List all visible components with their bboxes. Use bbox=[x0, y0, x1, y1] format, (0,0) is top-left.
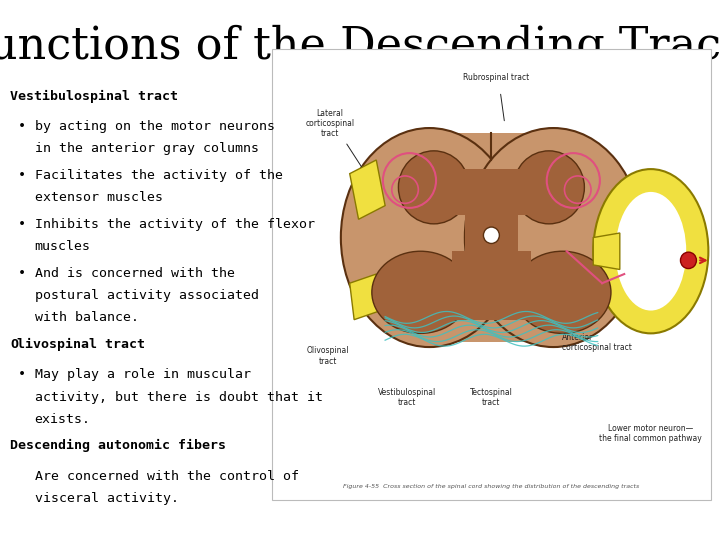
Text: Tectospinal
tract: Tectospinal tract bbox=[470, 388, 513, 407]
Text: with balance.: with balance. bbox=[35, 311, 138, 324]
Polygon shape bbox=[350, 274, 381, 320]
Ellipse shape bbox=[513, 251, 611, 333]
Circle shape bbox=[483, 227, 500, 244]
Text: livospinal tract: livospinal tract bbox=[17, 338, 145, 351]
Ellipse shape bbox=[341, 128, 518, 347]
Text: Functions of the Descending Tracts: Functions of the Descending Tracts bbox=[0, 24, 720, 68]
Ellipse shape bbox=[616, 192, 686, 310]
Ellipse shape bbox=[372, 251, 469, 333]
Ellipse shape bbox=[593, 169, 708, 333]
Bar bbox=[451, 251, 531, 320]
Text: •: • bbox=[18, 169, 26, 182]
Bar bbox=[456, 169, 527, 215]
Text: exists.: exists. bbox=[35, 413, 91, 426]
Text: activity, but there is doubt that it: activity, but there is doubt that it bbox=[35, 390, 323, 403]
Text: Olivospinal
tract: Olivospinal tract bbox=[306, 347, 348, 366]
Text: Vestibulospinal tract: Vestibulospinal tract bbox=[10, 90, 178, 103]
Ellipse shape bbox=[513, 151, 585, 224]
Text: Rubrospinal tract: Rubrospinal tract bbox=[463, 73, 529, 82]
Text: Figure 4-55  Cross section of the spinal cord showing the distribution of the de: Figure 4-55 Cross section of the spinal … bbox=[343, 484, 639, 489]
Text: •: • bbox=[18, 267, 26, 280]
Text: May play a role in muscular: May play a role in muscular bbox=[35, 368, 251, 381]
Ellipse shape bbox=[465, 128, 642, 347]
Text: Inhibits the activity of the flexor: Inhibits the activity of the flexor bbox=[35, 218, 315, 231]
Text: Lower motor neuron—
the final common pathway: Lower motor neuron— the final common pat… bbox=[600, 424, 702, 443]
Text: by acting on the motor neurons: by acting on the motor neurons bbox=[35, 120, 274, 133]
Text: in the anterior gray columns: in the anterior gray columns bbox=[35, 143, 258, 156]
Text: Vestibulospinal
tract: Vestibulospinal tract bbox=[378, 388, 436, 407]
Text: •: • bbox=[18, 120, 26, 133]
Text: •: • bbox=[18, 218, 26, 231]
Text: visceral activity.: visceral activity. bbox=[35, 492, 179, 505]
Text: O: O bbox=[10, 338, 18, 350]
Ellipse shape bbox=[398, 151, 469, 224]
Text: Are concerned with the control of: Are concerned with the control of bbox=[35, 470, 299, 483]
Text: Anterior
corticospinal tract: Anterior corticospinal tract bbox=[562, 333, 632, 352]
Bar bbox=[425, 133, 558, 342]
Text: Lateral
corticospinal
tract: Lateral corticospinal tract bbox=[305, 109, 354, 138]
Text: extensor muscles: extensor muscles bbox=[35, 191, 163, 204]
Text: postural activity associated: postural activity associated bbox=[35, 289, 258, 302]
Text: Descending autonomic fibers: Descending autonomic fibers bbox=[10, 440, 226, 453]
Text: •: • bbox=[18, 368, 26, 381]
Text: And is concerned with the: And is concerned with the bbox=[35, 267, 235, 280]
Circle shape bbox=[680, 252, 696, 268]
Text: muscles: muscles bbox=[35, 240, 91, 253]
Polygon shape bbox=[350, 160, 385, 219]
Bar bbox=[465, 206, 518, 274]
Text: Facilitates the activity of the: Facilitates the activity of the bbox=[35, 169, 282, 182]
FancyBboxPatch shape bbox=[272, 49, 711, 500]
Polygon shape bbox=[593, 233, 620, 269]
